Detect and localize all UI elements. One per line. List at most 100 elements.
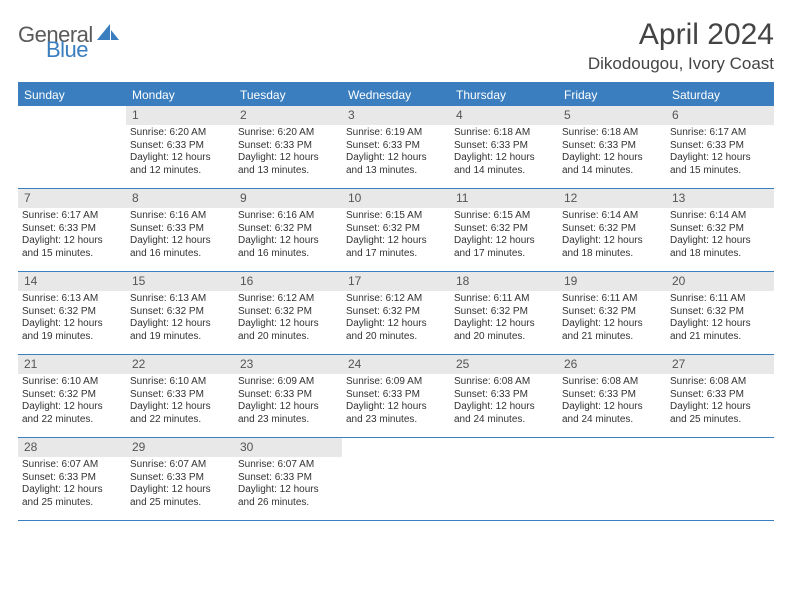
day-number: 26	[558, 355, 666, 374]
day-body: Sunrise: 6:14 AMSunset: 6:32 PMDaylight:…	[666, 208, 774, 264]
day-body: Sunrise: 6:11 AMSunset: 6:32 PMDaylight:…	[558, 291, 666, 347]
day-line: and 22 minutes.	[130, 414, 230, 427]
day-line: Daylight: 12 hours	[238, 152, 338, 165]
day-number: 12	[558, 189, 666, 208]
day-cell: 30Sunrise: 6:07 AMSunset: 6:33 PMDayligh…	[234, 438, 342, 520]
day-line: and 24 minutes.	[562, 414, 662, 427]
day-number: 23	[234, 355, 342, 374]
day-line: and 21 minutes.	[670, 331, 770, 344]
day-number: 3	[342, 106, 450, 125]
day-cell	[342, 438, 450, 520]
day-line: Sunset: 6:33 PM	[22, 223, 122, 236]
day-number: 10	[342, 189, 450, 208]
day-line: and 18 minutes.	[562, 248, 662, 261]
day-line: Daylight: 12 hours	[22, 318, 122, 331]
day-body: Sunrise: 6:19 AMSunset: 6:33 PMDaylight:…	[342, 125, 450, 181]
day-number: 19	[558, 272, 666, 291]
day-cell: 6Sunrise: 6:17 AMSunset: 6:33 PMDaylight…	[666, 106, 774, 188]
day-body	[666, 442, 774, 448]
day-number: 21	[18, 355, 126, 374]
day-line: Sunrise: 6:10 AM	[130, 376, 230, 389]
day-line: Sunset: 6:32 PM	[346, 223, 446, 236]
day-number: 4	[450, 106, 558, 125]
week-row: 21Sunrise: 6:10 AMSunset: 6:32 PMDayligh…	[18, 355, 774, 438]
day-line: Sunrise: 6:08 AM	[670, 376, 770, 389]
day-line: Sunset: 6:33 PM	[670, 140, 770, 153]
day-body: Sunrise: 6:09 AMSunset: 6:33 PMDaylight:…	[234, 374, 342, 430]
dow-saturday: Saturday	[666, 84, 774, 106]
day-line: and 20 minutes.	[454, 331, 554, 344]
day-number: 8	[126, 189, 234, 208]
day-cell: 22Sunrise: 6:10 AMSunset: 6:33 PMDayligh…	[126, 355, 234, 437]
day-line: and 15 minutes.	[22, 248, 122, 261]
day-cell: 23Sunrise: 6:09 AMSunset: 6:33 PMDayligh…	[234, 355, 342, 437]
day-line: and 13 minutes.	[346, 165, 446, 178]
dow-wednesday: Wednesday	[342, 84, 450, 106]
day-line: Daylight: 12 hours	[454, 318, 554, 331]
day-line: Sunrise: 6:18 AM	[454, 127, 554, 140]
day-body: Sunrise: 6:17 AMSunset: 6:33 PMDaylight:…	[18, 208, 126, 264]
weeks-container: 1Sunrise: 6:20 AMSunset: 6:33 PMDaylight…	[18, 106, 774, 521]
day-line: Sunrise: 6:17 AM	[22, 210, 122, 223]
day-line: Daylight: 12 hours	[346, 401, 446, 414]
day-body: Sunrise: 6:08 AMSunset: 6:33 PMDaylight:…	[558, 374, 666, 430]
day-line: and 23 minutes.	[238, 414, 338, 427]
day-body: Sunrise: 6:15 AMSunset: 6:32 PMDaylight:…	[450, 208, 558, 264]
day-line: Sunrise: 6:07 AM	[130, 459, 230, 472]
day-cell: 8Sunrise: 6:16 AMSunset: 6:33 PMDaylight…	[126, 189, 234, 271]
day-line: and 15 minutes.	[670, 165, 770, 178]
day-line: Sunset: 6:33 PM	[238, 472, 338, 485]
day-line: Sunset: 6:32 PM	[238, 223, 338, 236]
day-cell: 20Sunrise: 6:11 AMSunset: 6:32 PMDayligh…	[666, 272, 774, 354]
day-cell: 18Sunrise: 6:11 AMSunset: 6:32 PMDayligh…	[450, 272, 558, 354]
day-number: 5	[558, 106, 666, 125]
day-line: Sunset: 6:33 PM	[130, 140, 230, 153]
day-cell: 2Sunrise: 6:20 AMSunset: 6:33 PMDaylight…	[234, 106, 342, 188]
day-body	[558, 442, 666, 448]
day-line: Sunset: 6:32 PM	[22, 306, 122, 319]
day-number: 24	[342, 355, 450, 374]
day-body: Sunrise: 6:07 AMSunset: 6:33 PMDaylight:…	[234, 457, 342, 513]
day-number: 27	[666, 355, 774, 374]
day-body: Sunrise: 6:12 AMSunset: 6:32 PMDaylight:…	[234, 291, 342, 347]
day-body: Sunrise: 6:10 AMSunset: 6:32 PMDaylight:…	[18, 374, 126, 430]
day-line: and 16 minutes.	[238, 248, 338, 261]
day-line: Sunset: 6:33 PM	[670, 389, 770, 402]
day-line: Sunrise: 6:16 AM	[130, 210, 230, 223]
day-line: Sunrise: 6:11 AM	[454, 293, 554, 306]
week-row: 1Sunrise: 6:20 AMSunset: 6:33 PMDaylight…	[18, 106, 774, 189]
day-line: Daylight: 12 hours	[562, 235, 662, 248]
day-line: Daylight: 12 hours	[562, 401, 662, 414]
day-line: Sunrise: 6:07 AM	[22, 459, 122, 472]
day-number: 7	[18, 189, 126, 208]
day-line: Daylight: 12 hours	[454, 235, 554, 248]
day-cell: 17Sunrise: 6:12 AMSunset: 6:32 PMDayligh…	[342, 272, 450, 354]
day-cell: 15Sunrise: 6:13 AMSunset: 6:32 PMDayligh…	[126, 272, 234, 354]
day-line: Daylight: 12 hours	[670, 152, 770, 165]
day-body: Sunrise: 6:18 AMSunset: 6:33 PMDaylight:…	[450, 125, 558, 181]
day-line: Sunrise: 6:15 AM	[454, 210, 554, 223]
day-line: Sunrise: 6:08 AM	[562, 376, 662, 389]
day-line: and 24 minutes.	[454, 414, 554, 427]
day-number: 14	[18, 272, 126, 291]
day-number: 18	[450, 272, 558, 291]
day-number: 29	[126, 438, 234, 457]
day-line: Sunset: 6:32 PM	[670, 223, 770, 236]
day-line: Daylight: 12 hours	[346, 152, 446, 165]
day-line: Sunrise: 6:20 AM	[238, 127, 338, 140]
week-row: 7Sunrise: 6:17 AMSunset: 6:33 PMDaylight…	[18, 189, 774, 272]
day-cell: 26Sunrise: 6:08 AMSunset: 6:33 PMDayligh…	[558, 355, 666, 437]
day-line: Sunset: 6:33 PM	[130, 223, 230, 236]
day-body	[18, 110, 126, 116]
day-number: 25	[450, 355, 558, 374]
month-title: April 2024	[588, 18, 774, 52]
day-body: Sunrise: 6:15 AMSunset: 6:32 PMDaylight:…	[342, 208, 450, 264]
day-of-week-header: SundayMondayTuesdayWednesdayThursdayFrid…	[18, 84, 774, 106]
day-line: Daylight: 12 hours	[238, 235, 338, 248]
day-cell: 21Sunrise: 6:10 AMSunset: 6:32 PMDayligh…	[18, 355, 126, 437]
day-body: Sunrise: 6:13 AMSunset: 6:32 PMDaylight:…	[126, 291, 234, 347]
day-body	[450, 442, 558, 448]
day-line: Sunrise: 6:12 AM	[346, 293, 446, 306]
day-line: and 20 minutes.	[238, 331, 338, 344]
day-number: 28	[18, 438, 126, 457]
